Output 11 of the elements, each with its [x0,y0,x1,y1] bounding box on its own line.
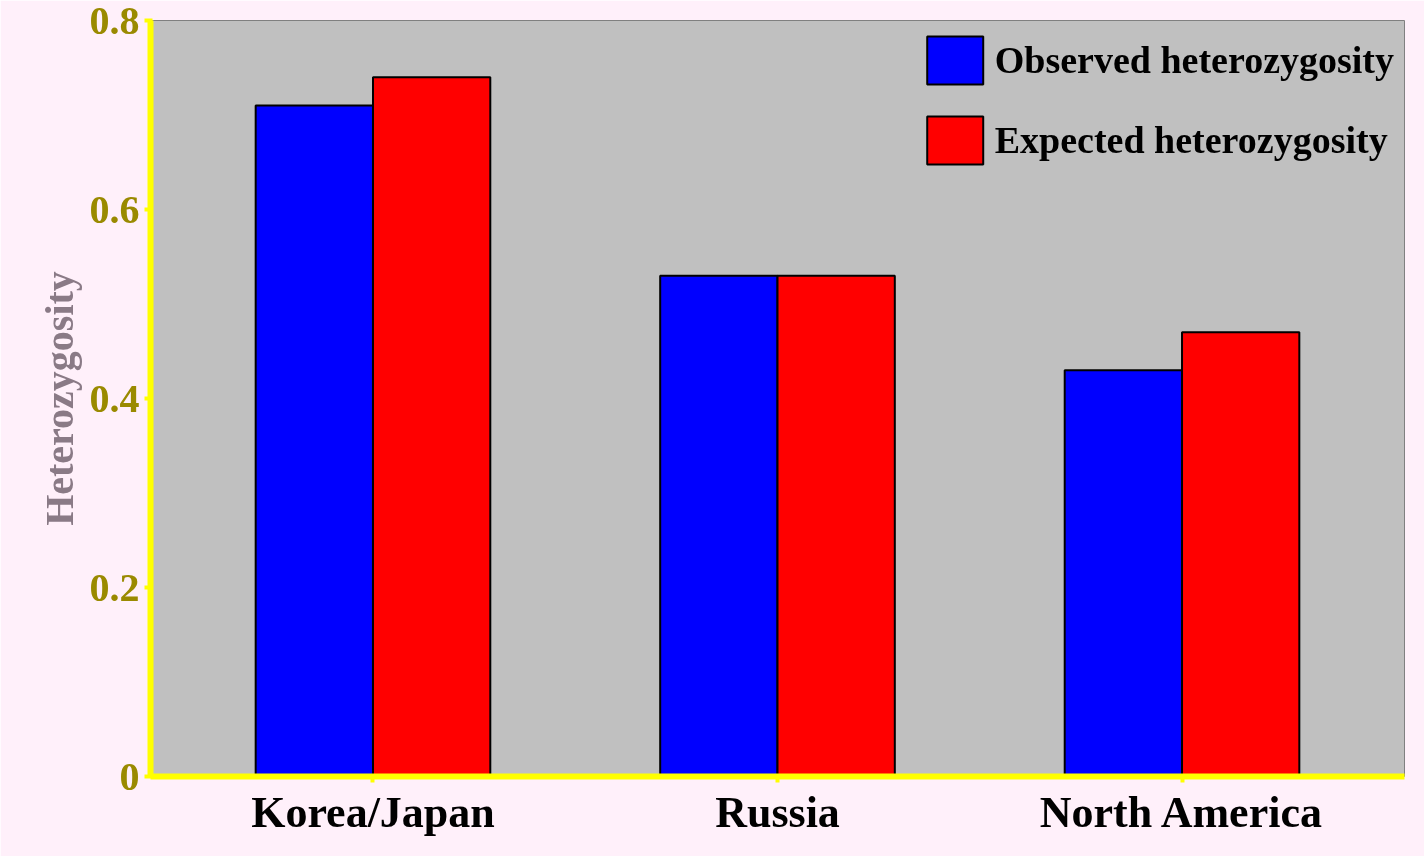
y-tick-label: 0.6 [89,186,140,232]
x-tick-label: North America [1039,787,1322,837]
x-tick-label: Russia [715,787,840,837]
y-tick-label: 0.2 [89,564,140,610]
y-axis-title: Heterozygosity [36,271,82,526]
legend-label: Expected heterozygosity [994,118,1388,162]
y-tick-label: 0.4 [89,375,140,421]
y-tick-label: 0 [119,753,140,799]
x-tick-label: Korea/Japan [251,787,495,837]
legend-label: Observed heterozygosity [994,38,1394,82]
y-tick-label: 0.8 [89,0,140,43]
